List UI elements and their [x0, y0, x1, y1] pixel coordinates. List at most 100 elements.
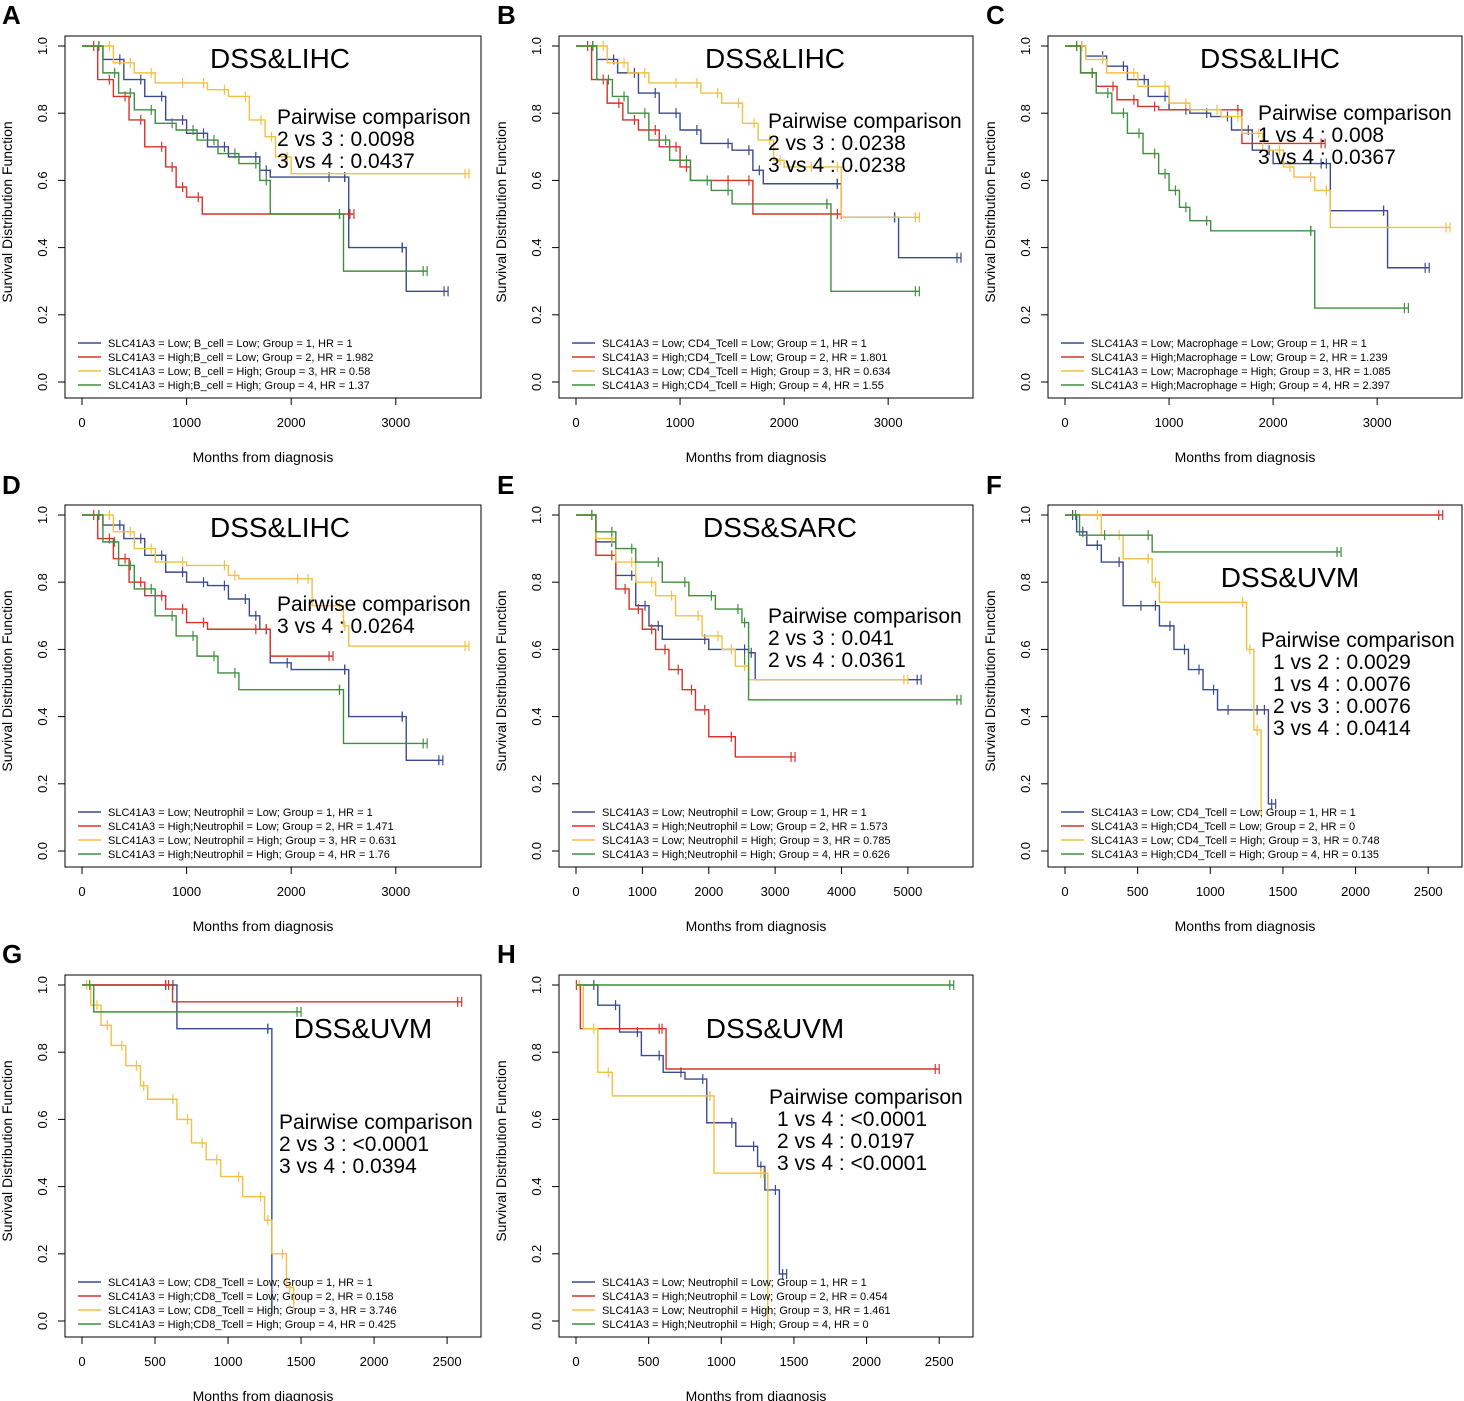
- y-axis-label: Survival Distribution Function: [0, 121, 15, 302]
- legend-entry: SLC41A3 = Low; CD4_Tcell = High; Group =…: [1091, 835, 1380, 847]
- y-tick-label: 0.0: [529, 373, 544, 391]
- panel-letter: E: [497, 470, 514, 500]
- comparison-header: Pairwise comparison: [277, 593, 471, 616]
- x-tick-label: 3000: [1363, 415, 1392, 430]
- legend-entry: SLC41A3 = Low; Neutrophil = High; Group …: [602, 835, 891, 847]
- y-axis-label: Survival Distribution Function: [0, 590, 15, 771]
- legend-entry: SLC41A3 = Low; Neutrophil = Low; Group =…: [108, 807, 373, 819]
- comparison-header: Pairwise comparison: [768, 605, 962, 628]
- x-tick-label: 1000: [1196, 884, 1225, 899]
- comparison-line: 1 vs 4 : 0.0076: [1273, 673, 1411, 696]
- y-axis-label: Survival Distribution Function: [493, 1060, 509, 1241]
- y-tick-label: 0.0: [35, 842, 50, 860]
- legend-entry: SLC41A3 = Low; CD4_Tcell = High; Group =…: [602, 366, 891, 378]
- comparison-header: Pairwise comparison: [1258, 102, 1452, 125]
- x-tick-label: 0: [1061, 884, 1068, 899]
- legend-entry: SLC41A3 = High;CD4_Tcell = High; Group =…: [602, 380, 884, 392]
- y-tick-label: 0.8: [35, 573, 50, 591]
- survival-curve-group-1: [82, 45, 449, 292]
- x-tick-label: 2000: [360, 1354, 389, 1369]
- x-tick-label: 1000: [628, 884, 657, 899]
- comparison-line: 1 vs 4 : 0.008: [1258, 124, 1384, 147]
- x-tick-label: 1500: [779, 1354, 808, 1369]
- legend-entry: SLC41A3 = Low; Neutrophil = High; Group …: [602, 1305, 891, 1317]
- legend-entry: SLC41A3 = Low; CD4_Tcell = Low; Group = …: [602, 338, 867, 350]
- survival-curve-group-4: [576, 514, 961, 701]
- y-tick-label: 0.6: [529, 640, 544, 658]
- y-tick-label: 0.4: [1018, 708, 1033, 726]
- panel-letter: D: [2, 470, 21, 500]
- x-tick-label: 0: [78, 884, 85, 899]
- y-tick-label: 0.4: [35, 239, 50, 257]
- legend-entry: SLC41A3 = Low; Macrophage = Low; Group =…: [1091, 338, 1367, 350]
- km-panel-g: G 0.0 0.2 0.4 0.6 0.8 1.0 0 500 1000 1500 2000 2500 M…: [0, 939, 482, 1401]
- comparison-header: Pairwise comparison: [277, 106, 471, 129]
- y-tick-label: 0.2: [1018, 775, 1033, 793]
- y-tick-label: 1.0: [1018, 37, 1033, 55]
- y-tick-label: 0.8: [35, 104, 50, 122]
- comparison-header: Pairwise comparison: [279, 1111, 473, 1134]
- chart-title: DSS&UVM: [294, 1013, 432, 1044]
- panel-letter: H: [497, 939, 516, 969]
- legend-entry: SLC41A3 = High;CD4_Tcell = Low; Group = …: [602, 352, 888, 364]
- legend-entry: SLC41A3 = High;CD8_Tcell = High; Group =…: [108, 1319, 396, 1331]
- legend-entry: SLC41A3 = Low; Neutrophil = Low; Group =…: [602, 1277, 867, 1289]
- x-tick-label: 1000: [707, 1354, 736, 1369]
- km-panel-f: F 0.0 0.2 0.4 0.6 0.8 1.0 0 500 1000 1500 2000 2500 M…: [982, 470, 1463, 934]
- y-tick-label: 0.8: [1018, 573, 1033, 591]
- legend-entry: SLC41A3 = Low; Neutrophil = High; Group …: [108, 835, 397, 847]
- comparison-header: Pairwise comparison: [769, 1086, 963, 1109]
- legend-entry: SLC41A3 = Low; B_cell = Low; Group = 1, …: [108, 338, 353, 350]
- y-tick-label: 1.0: [1018, 506, 1033, 524]
- x-tick-label: 0: [78, 415, 85, 430]
- y-tick-label: 0.0: [35, 373, 50, 391]
- y-tick-label: 0.6: [529, 1110, 544, 1128]
- x-axis-label: Months from diagnosis: [193, 449, 334, 465]
- plot-frame: [64, 974, 482, 1338]
- comparison-line: 2 vs 4 : 0.0197: [777, 1130, 915, 1153]
- km-panel-d: D 0.0 0.2 0.4 0.6 0.8 1.0 0 1000 2000 3000 Months f…: [0, 470, 482, 934]
- chart-title: DSS&UVM: [706, 1013, 844, 1044]
- y-tick-label: 0.2: [529, 306, 544, 324]
- survival-curve-group-3: [82, 984, 295, 1305]
- comparison-header: Pairwise comparison: [1261, 629, 1455, 652]
- x-axis-label: Months from diagnosis: [193, 918, 334, 934]
- comparison-line: 3 vs 4 : 0.0414: [1273, 717, 1411, 740]
- x-axis-label: Months from diagnosis: [1175, 449, 1316, 465]
- y-tick-label: 0.2: [35, 775, 50, 793]
- x-tick-label: 2000: [1341, 884, 1370, 899]
- legend-entry: SLC41A3 = High;Macrophage = Low; Group =…: [1091, 352, 1388, 364]
- comparison-line: 2 vs 3 : 0.0098: [277, 128, 415, 151]
- y-tick-label: 0.6: [1018, 171, 1033, 189]
- survival-curve-group-1: [82, 984, 273, 1308]
- survival-curve-group-3: [576, 45, 920, 219]
- x-tick-label: 500: [144, 1354, 166, 1369]
- x-tick-label: 2000: [1259, 415, 1288, 430]
- x-tick-label: 3000: [381, 415, 410, 430]
- x-tick-label: 1000: [666, 415, 695, 430]
- comparison-line: 2 vs 4 : 0.0361: [768, 649, 906, 672]
- chart-title: DSS&UVM: [1221, 562, 1359, 593]
- survival-curve-group-3: [1065, 514, 1262, 811]
- x-axis-label: Months from diagnosis: [686, 1388, 827, 1401]
- survival-curve-group-3: [82, 514, 469, 647]
- y-tick-label: 0.6: [35, 1110, 50, 1128]
- legend-entry: SLC41A3 = High;CD8_Tcell = Low; Group = …: [108, 1291, 394, 1303]
- y-axis-label: Survival Distribution Function: [982, 590, 998, 771]
- y-tick-label: 0.8: [529, 1043, 544, 1061]
- x-tick-label: 2500: [925, 1354, 954, 1369]
- y-tick-label: 1.0: [35, 506, 50, 524]
- x-tick-label: 4000: [827, 884, 856, 899]
- km-panel-e: E 0.0 0.2 0.4 0.6 0.8 1.0 0 1000 2000 3000 4000 5000…: [493, 470, 974, 934]
- y-tick-label: 0.0: [529, 1312, 544, 1330]
- y-tick-label: 1.0: [529, 37, 544, 55]
- plot-frame: [558, 974, 974, 1338]
- comparison-line: 2 vs 3 : <0.0001: [279, 1133, 429, 1156]
- legend-entry: SLC41A3 = High;CD4_Tcell = Low; Group = …: [1091, 821, 1355, 833]
- legend-entry: SLC41A3 = High;Macrophage = High; Group …: [1091, 380, 1390, 392]
- survival-curve-group-1: [1065, 45, 1430, 269]
- y-tick-label: 0.6: [35, 640, 50, 658]
- y-tick-label: 0.6: [35, 171, 50, 189]
